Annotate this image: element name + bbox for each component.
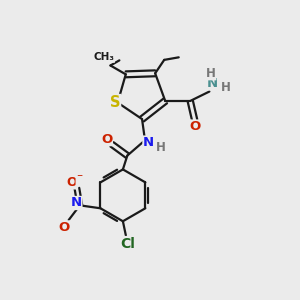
Text: H: H: [206, 67, 216, 80]
Text: CH₃: CH₃: [94, 52, 115, 62]
Text: H: H: [220, 82, 230, 94]
Text: O: O: [101, 133, 112, 146]
Text: O: O: [58, 221, 70, 234]
Text: N: N: [71, 196, 82, 209]
Text: ⁻: ⁻: [76, 172, 83, 185]
Text: S: S: [110, 94, 121, 110]
Text: N: N: [143, 136, 154, 149]
Text: Cl: Cl: [120, 237, 135, 250]
Text: O: O: [189, 120, 200, 133]
Text: N: N: [207, 77, 218, 90]
Text: H: H: [156, 141, 166, 154]
Text: O: O: [66, 176, 77, 189]
